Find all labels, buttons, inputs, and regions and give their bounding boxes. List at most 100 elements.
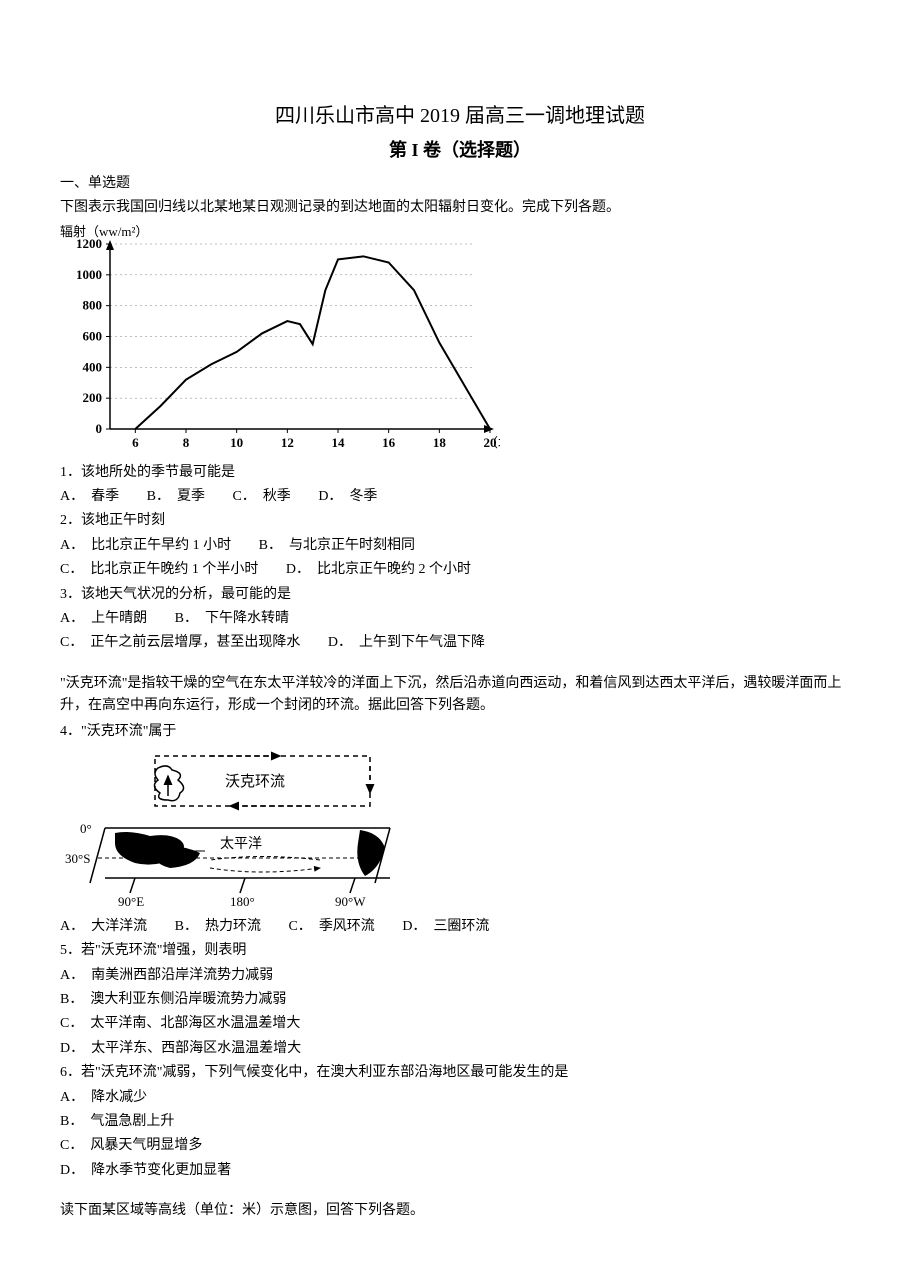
q1-opt-a: A． 春季	[60, 486, 119, 508]
q6-opt-a: A． 降水减少	[60, 1087, 860, 1109]
svg-text:30°S: 30°S	[65, 851, 90, 866]
q3-opt-b-text: 下午降水转晴	[205, 611, 289, 626]
walker-circulation-figure: 沃克环流0°30°S太平洋90°E180°90°W	[60, 748, 860, 908]
svg-text:8: 8	[183, 435, 190, 450]
q4-opt-b: B． 热力环流	[175, 916, 261, 938]
q4-opt-c-text: 季风环流	[319, 919, 375, 934]
q3-opt-c: C． 正午之前云层增厚，甚至出现降水	[60, 632, 300, 654]
q5-opt-d: D． 太平洋东、西部海区水温温差增大	[60, 1038, 860, 1060]
q1: 1．该地所处的季节最可能是	[60, 462, 860, 484]
svg-text:800: 800	[83, 297, 103, 312]
q6-opt-b: B． 气温急剧上升	[60, 1111, 860, 1133]
q4-text: "沃克环流"属于	[81, 724, 176, 739]
q2-opt-a: A． 比北京正午早约 1 小时	[60, 535, 231, 557]
q5-opt-b-text: 澳大利亚东侧沿岸暖流势力减弱	[90, 992, 286, 1007]
svg-text:18: 18	[433, 435, 447, 450]
svg-text:（北京时间/h）: （北京时间/h）	[485, 435, 500, 450]
q6-opt-c: C． 风暴天气明显增多	[60, 1135, 860, 1157]
q4-opt-a: A． 大洋洋流	[60, 916, 147, 938]
chart-svg: 辐射（ww/m²）0200400600800100012006810121416…	[60, 224, 500, 454]
q5-opt-d-text: 太平洋东、西部海区水温温差增大	[91, 1041, 301, 1056]
q5: 5．若"沃克环流"增强，则表明	[60, 940, 860, 962]
q3-opt-d: D． 上午到下午气温下降	[328, 632, 485, 654]
q2-number: 2．	[60, 513, 81, 528]
q1-text: 该地所处的季节最可能是	[81, 465, 235, 480]
svg-text:16: 16	[382, 435, 396, 450]
svg-text:沃克环流: 沃克环流	[225, 773, 285, 790]
q1-opt-d: D． 冬季	[318, 486, 377, 508]
svg-text:10: 10	[230, 435, 243, 450]
q4-opt-a-text: 大洋洋流	[91, 919, 147, 934]
q4-opt-b-text: 热力环流	[205, 919, 261, 934]
svg-text:6: 6	[132, 435, 139, 450]
q1-number: 1．	[60, 465, 81, 480]
q1-opt-b: B． 夏季	[147, 486, 205, 508]
q2-opt-d: D． 比北京正午晚约 2 个小时	[286, 559, 471, 581]
svg-text:200: 200	[83, 390, 103, 405]
q3-opt-a: A． 上午晴朗	[60, 608, 147, 630]
q3-opt-a-text: 上午晴朗	[91, 611, 147, 626]
svg-text:辐射（ww/m²）: 辐射（ww/m²）	[60, 224, 148, 239]
q4-opt-d: D． 三圈环流	[402, 916, 489, 938]
q3-number: 3．	[60, 587, 81, 602]
q2: 2．该地正午时刻	[60, 510, 860, 532]
q6-opt-a-text: 降水减少	[91, 1090, 147, 1105]
svg-text:400: 400	[83, 359, 103, 374]
q2-opt-c-text: 比北京正午晚约 1 个半小时	[90, 562, 258, 577]
q1-opt-c: C． 秋季	[232, 486, 290, 508]
q4-opt-c: C． 季风环流	[288, 916, 374, 938]
q3-text: 该地天气状况的分析，最可能的是	[81, 587, 291, 602]
svg-text:14: 14	[332, 435, 346, 450]
q2-opt-a-text: 比北京正午早约 1 小时	[91, 538, 231, 553]
q6-opt-d-text: 降水季节变化更加显著	[91, 1163, 231, 1178]
page-subtitle: 第 I 卷（选择题）	[60, 136, 860, 165]
svg-text:1200: 1200	[76, 236, 102, 251]
q2-text: 该地正午时刻	[81, 513, 165, 528]
q3-opt-d-text: 上午到下午气温下降	[359, 635, 485, 650]
q1-opt-a-text: 春季	[91, 489, 119, 504]
q6-opt-c-text: 风暴天气明显增多	[90, 1138, 202, 1153]
svg-text:1000: 1000	[76, 266, 102, 281]
q6-opt-d: D． 降水季节变化更加显著	[60, 1160, 860, 1182]
q2-opt-b: B． 与北京正午时刻相同	[259, 535, 415, 557]
q5-opt-a: A． 南美洲西部沿岸洋流势力减弱	[60, 965, 860, 987]
q2-opt-b-text: 与北京正午时刻相同	[289, 538, 415, 553]
q3-opt-b: B． 下午降水转晴	[175, 608, 289, 630]
q2-opt-c: C． 比北京正午晚约 1 个半小时	[60, 559, 258, 581]
q6: 6．若"沃克环流"减弱，下列气候变化中，在澳大利亚东部沿海地区最可能发生的是	[60, 1062, 860, 1084]
q5-options: A． 南美洲西部沿岸洋流势力减弱 B． 澳大利亚东侧沿岸暖流势力减弱 C． 太平…	[60, 965, 860, 1061]
q1-opt-b-text: 夏季	[177, 489, 205, 504]
q5-opt-c: C． 太平洋南、北部海区水温温差增大	[60, 1013, 860, 1035]
q5-number: 5．	[60, 943, 81, 958]
svg-text:180°: 180°	[230, 894, 255, 908]
section-heading: 一、单选题	[60, 173, 860, 195]
q1-options: A． 春季 B． 夏季 C． 秋季 D． 冬季	[60, 486, 860, 508]
q5-opt-b: B． 澳大利亚东侧沿岸暖流势力减弱	[60, 989, 860, 1011]
q6-text: 若"沃克环流"减弱，下列气候变化中，在澳大利亚东部沿海地区最可能发生的是	[81, 1065, 568, 1080]
q3-opt-c-text: 正午之前云层增厚，甚至出现降水	[90, 635, 300, 650]
q6-options: A． 降水减少 B． 气温急剧上升 C． 风暴天气明显增多 D． 降水季节变化更…	[60, 1087, 860, 1183]
q6-number: 6．	[60, 1065, 81, 1080]
figure2-svg: 沃克环流0°30°S太平洋90°E180°90°W	[60, 748, 420, 908]
q3: 3．该地天气状况的分析，最可能的是	[60, 584, 860, 606]
q4-opt-d-text: 三圈环流	[433, 919, 489, 934]
svg-text:12: 12	[281, 435, 294, 450]
svg-text:0°: 0°	[80, 821, 92, 836]
passage-2: "沃克环流"是指较干燥的空气在东太平洋较冷的洋面上下沉，然后沿赤道向西运动，和着…	[60, 673, 860, 718]
svg-text:90°E: 90°E	[118, 894, 144, 908]
q4-number: 4．	[60, 724, 81, 739]
q4-options: A． 大洋洋流 B． 热力环流 C． 季风环流 D． 三圈环流	[60, 916, 860, 938]
svg-text:600: 600	[83, 328, 103, 343]
q5-text: 若"沃克环流"增强，则表明	[81, 943, 246, 958]
q1-opt-d-text: 冬季	[349, 489, 377, 504]
intro-text-1: 下图表示我国回归线以北某地某日观测记录的到达地面的太阳辐射日变化。完成下列各题。	[60, 197, 860, 219]
q5-opt-a-text: 南美洲西部沿岸洋流势力减弱	[91, 968, 273, 983]
svg-text:太平洋: 太平洋	[220, 836, 262, 852]
passage-3: 读下面某区域等高线（单位：米）示意图，回答下列各题。	[60, 1200, 860, 1222]
q6-opt-b-text: 气温急剧上升	[90, 1114, 174, 1129]
q2-opt-d-text: 比北京正午晚约 2 个小时	[317, 562, 471, 577]
q3-options: A． 上午晴朗 B． 下午降水转晴 C． 正午之前云层增厚，甚至出现降水 D． …	[60, 608, 860, 655]
q2-options: A． 比北京正午早约 1 小时 B． 与北京正午时刻相同 C． 比北京正午晚约 …	[60, 535, 860, 582]
radiation-chart: 辐射（ww/m²）0200400600800100012006810121416…	[60, 224, 860, 454]
q1-opt-c-text: 秋季	[263, 489, 291, 504]
